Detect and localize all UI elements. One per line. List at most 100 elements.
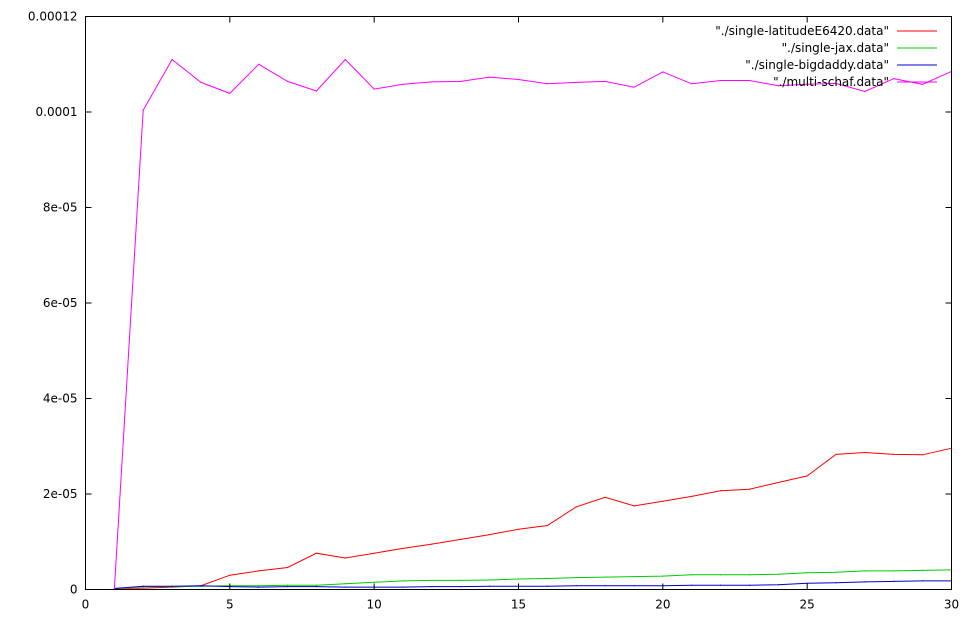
data-point (258, 63, 260, 65)
data-point (893, 77, 895, 80)
data-point (777, 85, 779, 87)
data-point (777, 481, 779, 484)
data-point (777, 573, 779, 575)
y-tick-label: 2e-05 (43, 487, 78, 501)
data-point (806, 475, 808, 477)
data-point (460, 80, 462, 83)
y-tick-label: 0.0001 (36, 105, 78, 119)
x-tick-label: 30 (944, 598, 959, 612)
data-point (546, 83, 548, 85)
data-point (806, 572, 808, 574)
data-point (344, 557, 346, 559)
data-point (142, 109, 144, 111)
data-point (171, 585, 173, 587)
data-point (286, 584, 289, 586)
series-line (114, 580, 952, 589)
axis-ticks (85, 16, 952, 590)
data-point (142, 587, 144, 589)
legend-label: "./single-bigdaddy.data" (745, 58, 889, 72)
series-group (113, 58, 953, 590)
x-tick-label: 10 (367, 598, 382, 612)
x-tick-label: 20 (655, 598, 670, 612)
data-point (344, 58, 346, 61)
series-layer (113, 58, 953, 590)
data-point (662, 500, 664, 502)
data-point (402, 83, 404, 85)
data-point (806, 83, 808, 85)
data-point (431, 81, 433, 83)
data-point (864, 451, 866, 454)
data-point (575, 81, 577, 83)
data-point (922, 569, 924, 572)
data-point (748, 584, 751, 586)
data-point (604, 80, 606, 83)
data-point (460, 586, 462, 588)
x-tick-label: 15 (511, 598, 526, 612)
data-point (517, 578, 520, 580)
data-point (113, 587, 115, 590)
data-point (893, 453, 895, 455)
data-point (431, 579, 433, 582)
data-point (315, 552, 318, 554)
data-point (315, 586, 318, 588)
data-point (575, 585, 577, 587)
data-point (633, 505, 635, 507)
data-point (691, 495, 693, 497)
data-point (402, 580, 404, 582)
data-point (315, 90, 318, 92)
data-point (142, 585, 144, 587)
data-point (373, 88, 375, 90)
data-point (286, 586, 289, 588)
data-point (691, 584, 693, 586)
tick-labels: 0 5 10 15 20 25 30 0 2e-05 4e-05 6e-05 8e-05 0.0001 0… (28, 10, 959, 612)
data-point (864, 581, 866, 583)
data-point (893, 580, 895, 582)
data-point (893, 570, 895, 572)
y-tick-label: 0 (70, 583, 78, 597)
x-tick-label: 0 (82, 598, 90, 612)
data-point (864, 570, 866, 572)
legend: "./single-latitudeE6420.data" "./single-j… (715, 24, 937, 89)
series-group (113, 447, 953, 590)
data-point (373, 581, 375, 583)
data-point (460, 538, 462, 540)
data-point (691, 83, 693, 85)
data-point (546, 577, 548, 580)
data-point (546, 524, 548, 527)
data-point (662, 575, 664, 577)
data-point (604, 576, 606, 578)
y-tick-label: 0.00012 (28, 10, 78, 24)
plot-frame (85, 16, 952, 590)
y-tick-label: 8e-05 (43, 201, 78, 215)
data-point (171, 58, 173, 61)
data-point (604, 496, 606, 498)
y-tick-label: 4e-05 (43, 392, 78, 406)
series-line (113, 58, 952, 589)
data-point (835, 82, 837, 84)
data-point (489, 533, 491, 536)
data-point (835, 571, 837, 573)
data-point (835, 453, 837, 455)
data-point (691, 574, 693, 576)
data-point (748, 574, 751, 576)
data-point (864, 90, 866, 93)
data-point (748, 79, 751, 82)
data-point (258, 570, 260, 572)
series-line (114, 447, 952, 589)
legend-label: "./multi-schaf.data" (773, 75, 889, 89)
data-point (229, 574, 231, 576)
data-point (431, 543, 433, 545)
data-point (489, 76, 491, 78)
series-group (113, 580, 953, 590)
data-point (460, 579, 462, 582)
data-point (633, 576, 635, 578)
data-point (517, 528, 520, 530)
data-point (575, 506, 577, 508)
data-point (258, 586, 260, 588)
data-point (402, 586, 404, 588)
data-point (286, 566, 289, 569)
data-point (489, 585, 491, 587)
data-point (200, 585, 202, 587)
data-point (633, 86, 635, 88)
